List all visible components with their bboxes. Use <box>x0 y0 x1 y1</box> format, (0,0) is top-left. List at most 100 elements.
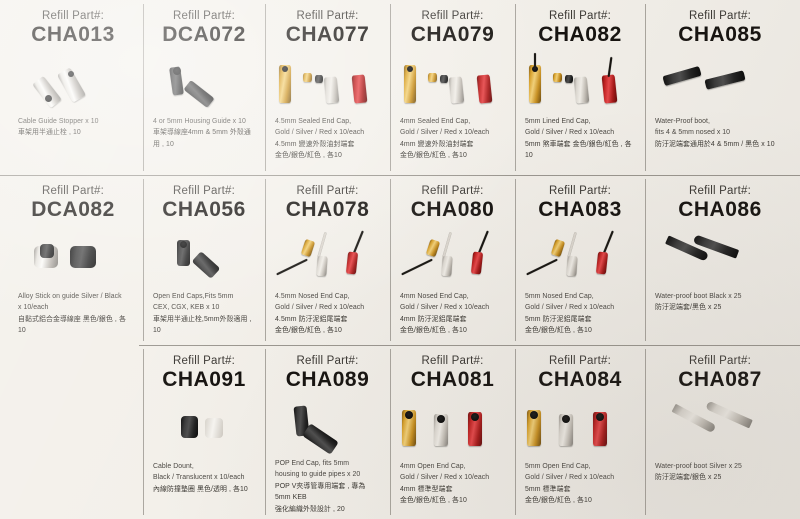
product-illustration <box>519 396 641 458</box>
product-card-cha078[interactable]: Refill Part#: CHA078 4.5mm Nosed End Cap,… <box>265 175 390 345</box>
product-illustration <box>649 51 791 113</box>
product-card-cha080[interactable]: Refill Part#: CHA080 4mm Nosed End Cap, Go… <box>390 175 515 345</box>
part-number: CHA013 <box>31 23 115 46</box>
row-divider <box>0 175 800 176</box>
product-card-cha091[interactable]: Refill Part#: CHA091 Cable Dount, Black / … <box>143 345 265 519</box>
description-line-zh: 4mm 變速外殼油封端套 <box>400 140 474 148</box>
product-description: POP End Cap, fits 5mm housing to guide pi… <box>269 458 386 515</box>
description-line-en: CEX, CGX, KEB x 10 <box>153 304 220 312</box>
product-card-cha079[interactable]: Refill Part#: CHA079 4mm Sealed End Cap, G… <box>390 0 515 175</box>
description-line-en: Water-Proof boot, <box>655 118 710 125</box>
product-card-cha085[interactable]: Refill Part#: CHA085 Water-Proof boot, fit… <box>645 0 795 175</box>
product-description: Water-proof boot Black x 25 防汙泥端套/黑色 x 25 <box>649 291 791 314</box>
description-line-zh: POP V夾導管專用端套 , 專為5mm KEB <box>275 482 366 502</box>
product-illustration <box>394 226 511 288</box>
product-card-dca082[interactable]: Refill Part#: DCA082 Alloy Stick on guide… <box>8 175 138 345</box>
part-number: CHA078 <box>285 198 370 221</box>
description-line-en: POP End Cap, fits 5mm <box>275 460 350 468</box>
product-description: Cable Dount, Black / Translucent x 10/eac… <box>147 461 261 495</box>
row-divider <box>139 345 800 346</box>
description-line-en: Alloy Stick on guide Silver / Black <box>18 293 122 300</box>
product-card-cha086[interactable]: Refill Part#: CHA086 Water-proof boot Bla… <box>645 175 795 345</box>
product-row: Refill Part#: DCA082 Alloy Stick on guide… <box>0 175 800 345</box>
description-line-en: 5mm Nosed End Cap, <box>525 293 594 300</box>
description-line-zh: 金色/銀色/紅色 , 各10 <box>400 497 467 505</box>
part-number: CHA080 <box>410 198 495 221</box>
description-line-zh: 強化編織外殼設計 , 20 <box>275 505 345 513</box>
product-description: Cable Guide Stopper x 10 車架用半通止栓 , 10 <box>12 116 134 139</box>
refill-part-label: Refill Part#: <box>688 185 752 197</box>
description-line-zh: 金色/銀色/紅色 , 各10 <box>275 152 342 160</box>
part-number: CHA086 <box>678 198 762 221</box>
product-card-cha082[interactable]: Refill Part#: CHA082 5mm Lined End Cap, Go… <box>515 0 645 175</box>
description-line-en: Gold / Silver / Red x 10/each <box>400 474 490 482</box>
product-card-cha077[interactable]: Refill Part#: CHA077 4.5mm Sealed End Cap… <box>265 0 390 175</box>
product-card-cha056[interactable]: Refill Part#: CHA056 Open End Caps,Fits 5… <box>143 175 265 345</box>
description-line-en: Open End Caps,Fits 5mm <box>153 293 234 300</box>
part-number: CHA077 <box>285 23 370 46</box>
product-description: Alloy Stick on guide Silver / Black x 10/… <box>12 291 134 337</box>
part-number: CHA056 <box>162 198 246 221</box>
refill-part-label: Refill Part#: <box>421 355 484 367</box>
product-card-dca072[interactable]: Refill Part#: DCA072 4 or 5mm Housing Gui… <box>143 0 265 175</box>
product-card-cha083[interactable]: Refill Part#: CHA083 5mm Nosed End Cap, Go… <box>515 175 645 345</box>
product-description: Water-proof boot Silver x 25 防汙泥端套/銀色 x 2… <box>649 461 791 484</box>
part-number: DCA082 <box>31 198 115 221</box>
description-line-zh: 4.5mm 變速外殼油封端套 <box>275 140 355 148</box>
product-card-cha013[interactable]: Refill Part#: CHA013 Cable Guide Stopper … <box>8 0 138 175</box>
part-number: CHA089 <box>285 368 370 391</box>
product-illustration <box>394 51 511 113</box>
description-line-zh: 車架用半通止栓,5mm外殼適用 , 10 <box>153 315 252 335</box>
description-line-zh: 金色/銀色/紅色 , 各10 <box>525 327 592 335</box>
description-line-en: Water-proof boot Silver x 25 <box>655 463 742 470</box>
product-description: 4 or 5mm Housing Guide x 10 車架導線座4mm & 5m… <box>147 116 261 150</box>
description-line-zh: 自黏式鋁合金導線座 黑色/銀色 , 各10 <box>18 315 126 335</box>
description-line-zh: 金色/銀色/紅色 , 各10 <box>400 327 467 335</box>
product-row: Refill Part#: CHA091 Cable Dount, Black / … <box>0 345 800 519</box>
part-number: CHA079 <box>410 23 495 46</box>
product-illustration <box>649 226 791 288</box>
product-card-cha089[interactable]: Refill Part#: CHA089 POP End Cap, fits 5m… <box>265 345 390 519</box>
description-line-en: Gold / Silver / Red x 10/each <box>275 129 365 137</box>
description-line-en: 4.5mm Nosed End Cap, <box>275 293 350 300</box>
part-number: CHA084 <box>538 368 622 391</box>
product-card-cha084[interactable]: Refill Part#: CHA084 5mm Open End Cap, Gol… <box>515 345 645 519</box>
description-line-zh: 5mm 煞車端套 金色/銀色/紅色 , 各10 <box>525 140 632 160</box>
refill-part-label: Refill Part#: <box>41 185 105 197</box>
refill-part-label: Refill Part#: <box>688 355 752 367</box>
description-line-en: Cable Guide Stopper x 10 <box>18 118 99 125</box>
product-illustration <box>519 51 641 113</box>
description-line-en: 4.5mm Sealed End Cap, <box>275 118 352 125</box>
refill-part-label: Refill Part#: <box>172 185 236 197</box>
refill-part-label: Refill Part#: <box>548 355 612 367</box>
product-description: Water-Proof boot, fits 4 & 5mm nosed x 10… <box>649 116 791 150</box>
product-illustration <box>649 396 791 458</box>
description-line-en: Gold / Silver / Red x 10/each <box>400 304 490 312</box>
description-line-zh: 防汙泥端套/黑色 x 25 <box>655 304 722 312</box>
description-line-en: 4mm Open End Cap, <box>400 463 466 470</box>
description-line-en: Cable Dount, <box>153 463 194 470</box>
product-illustration <box>269 51 386 113</box>
description-line-zh: 4.5mm 防汙泥鋁尾端套 <box>275 315 348 323</box>
description-line-zh: 金色/銀色/紅色 , 各10 <box>400 152 467 160</box>
part-number: CHA087 <box>678 368 762 391</box>
refill-part-label: Refill Part#: <box>296 355 359 367</box>
product-card-cha087[interactable]: Refill Part#: CHA087 Water-proof boot Sil… <box>645 345 795 519</box>
refill-part-label: Refill Part#: <box>296 10 359 22</box>
product-illustration <box>519 226 641 288</box>
product-illustration <box>269 396 386 455</box>
refill-part-label: Refill Part#: <box>421 10 484 22</box>
refill-part-label: Refill Part#: <box>688 10 752 22</box>
description-line-en: Gold / Silver / Red x 10/each <box>400 129 490 137</box>
description-line-zh: 車架用半通止栓 , 10 <box>18 129 81 137</box>
product-illustration <box>394 396 511 458</box>
product-row: Refill Part#: CHA013 Cable Guide Stopper … <box>0 0 800 175</box>
part-number: CHA082 <box>538 23 622 46</box>
product-card-cha081[interactable]: Refill Part#: CHA081 4mm Open End Cap, Gol… <box>390 345 515 519</box>
description-line-en: Gold / Silver / Red x 10/each <box>525 304 615 312</box>
refill-part-label: Refill Part#: <box>548 185 612 197</box>
description-line-en: fits 4 & 5mm nosed x 10 <box>655 129 731 137</box>
refill-part-label: Refill Part#: <box>548 10 612 22</box>
refill-part-label: Refill Part#: <box>41 10 105 22</box>
